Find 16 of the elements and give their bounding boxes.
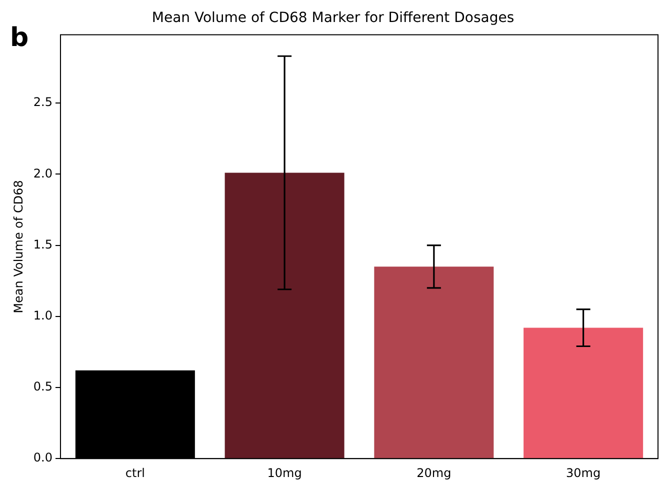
bar	[524, 328, 644, 458]
y-tick-label: 2.0	[33, 166, 52, 180]
chart-title: Mean Volume of CD68 Marker for Different Dosages	[152, 10, 514, 26]
bar	[374, 266, 494, 458]
x-tick-label: 20mg	[416, 466, 452, 480]
x-tick-label: 10mg	[267, 466, 302, 480]
x-tick-label: 30mg	[566, 466, 601, 480]
text: b	[10, 22, 29, 53]
y-tick-label: 0.5	[33, 380, 52, 394]
y-tick-label: 0.0	[33, 450, 52, 465]
x-tick-label: ctrl	[125, 466, 145, 480]
y-tick-label: 2.5	[33, 95, 52, 110]
bar	[224, 172, 344, 458]
y-tick-label: 1.5	[33, 237, 52, 252]
y-tick-label: 1.0	[33, 308, 52, 323]
y-axis-title: Mean Volume of CD68	[11, 180, 26, 314]
